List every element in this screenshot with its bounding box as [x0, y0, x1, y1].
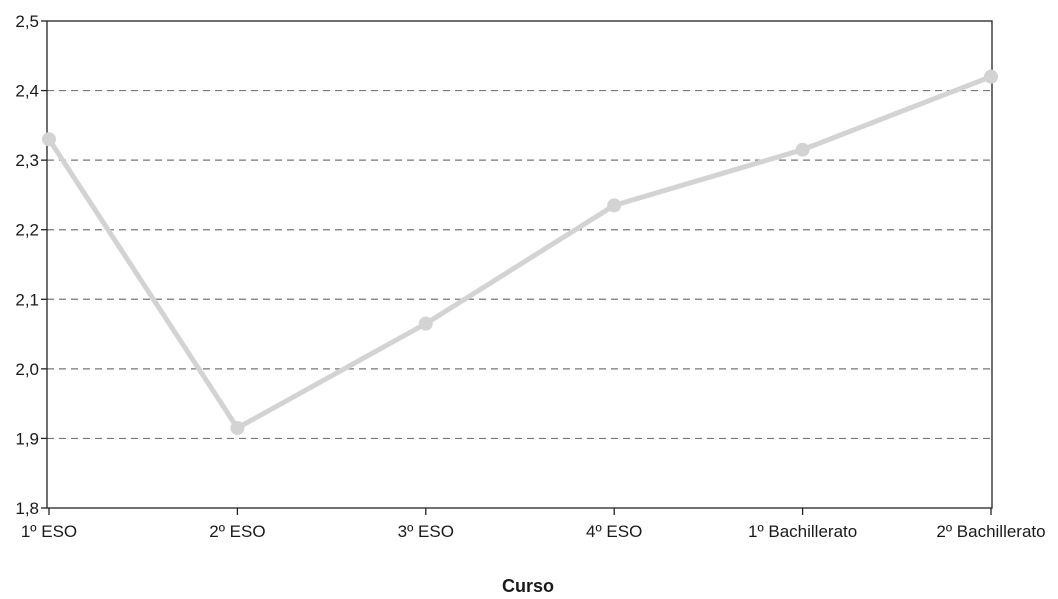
grid-layer — [47, 89, 992, 440]
label-layer: 1,8 1,9 2,0 2,1 2,2 2,3 2,4 2,5 1º ESO 2º ESO 3º E… — [15, 12, 1045, 541]
y-tick-label: 1,8 — [15, 499, 39, 518]
x-tick-label: 2º Bachillerato — [936, 522, 1045, 541]
x-tick-label: 4º ESO — [586, 522, 642, 541]
series-line — [46, 74, 994, 431]
data-point — [42, 132, 56, 147]
x-tick-label: 2º ESO — [209, 522, 265, 541]
data-point — [607, 198, 622, 213]
x-tick-label: 1º ESO — [21, 522, 77, 541]
data-point — [984, 69, 998, 84]
data-point — [795, 142, 810, 157]
y-tick-label: 2,5 — [15, 12, 39, 31]
plot-frame — [46, 20, 993, 509]
axis-layer — [41, 20, 993, 515]
y-tick-label: 1,9 — [15, 429, 39, 448]
y-tick-label: 2,0 — [15, 360, 39, 379]
x-tick-label: 3º ESO — [398, 522, 454, 541]
y-tick-label: 2,1 — [15, 290, 39, 309]
y-tick-label: 2,3 — [15, 151, 39, 170]
x-axis-title: Curso — [502, 576, 554, 596]
data-point — [418, 316, 433, 331]
y-tick-label: 2,4 — [15, 82, 39, 101]
series-layer — [42, 69, 998, 435]
data-point — [230, 420, 245, 435]
x-tick-label: 1º Bachillerato — [748, 522, 857, 541]
y-tick-label: 2,2 — [15, 221, 39, 240]
